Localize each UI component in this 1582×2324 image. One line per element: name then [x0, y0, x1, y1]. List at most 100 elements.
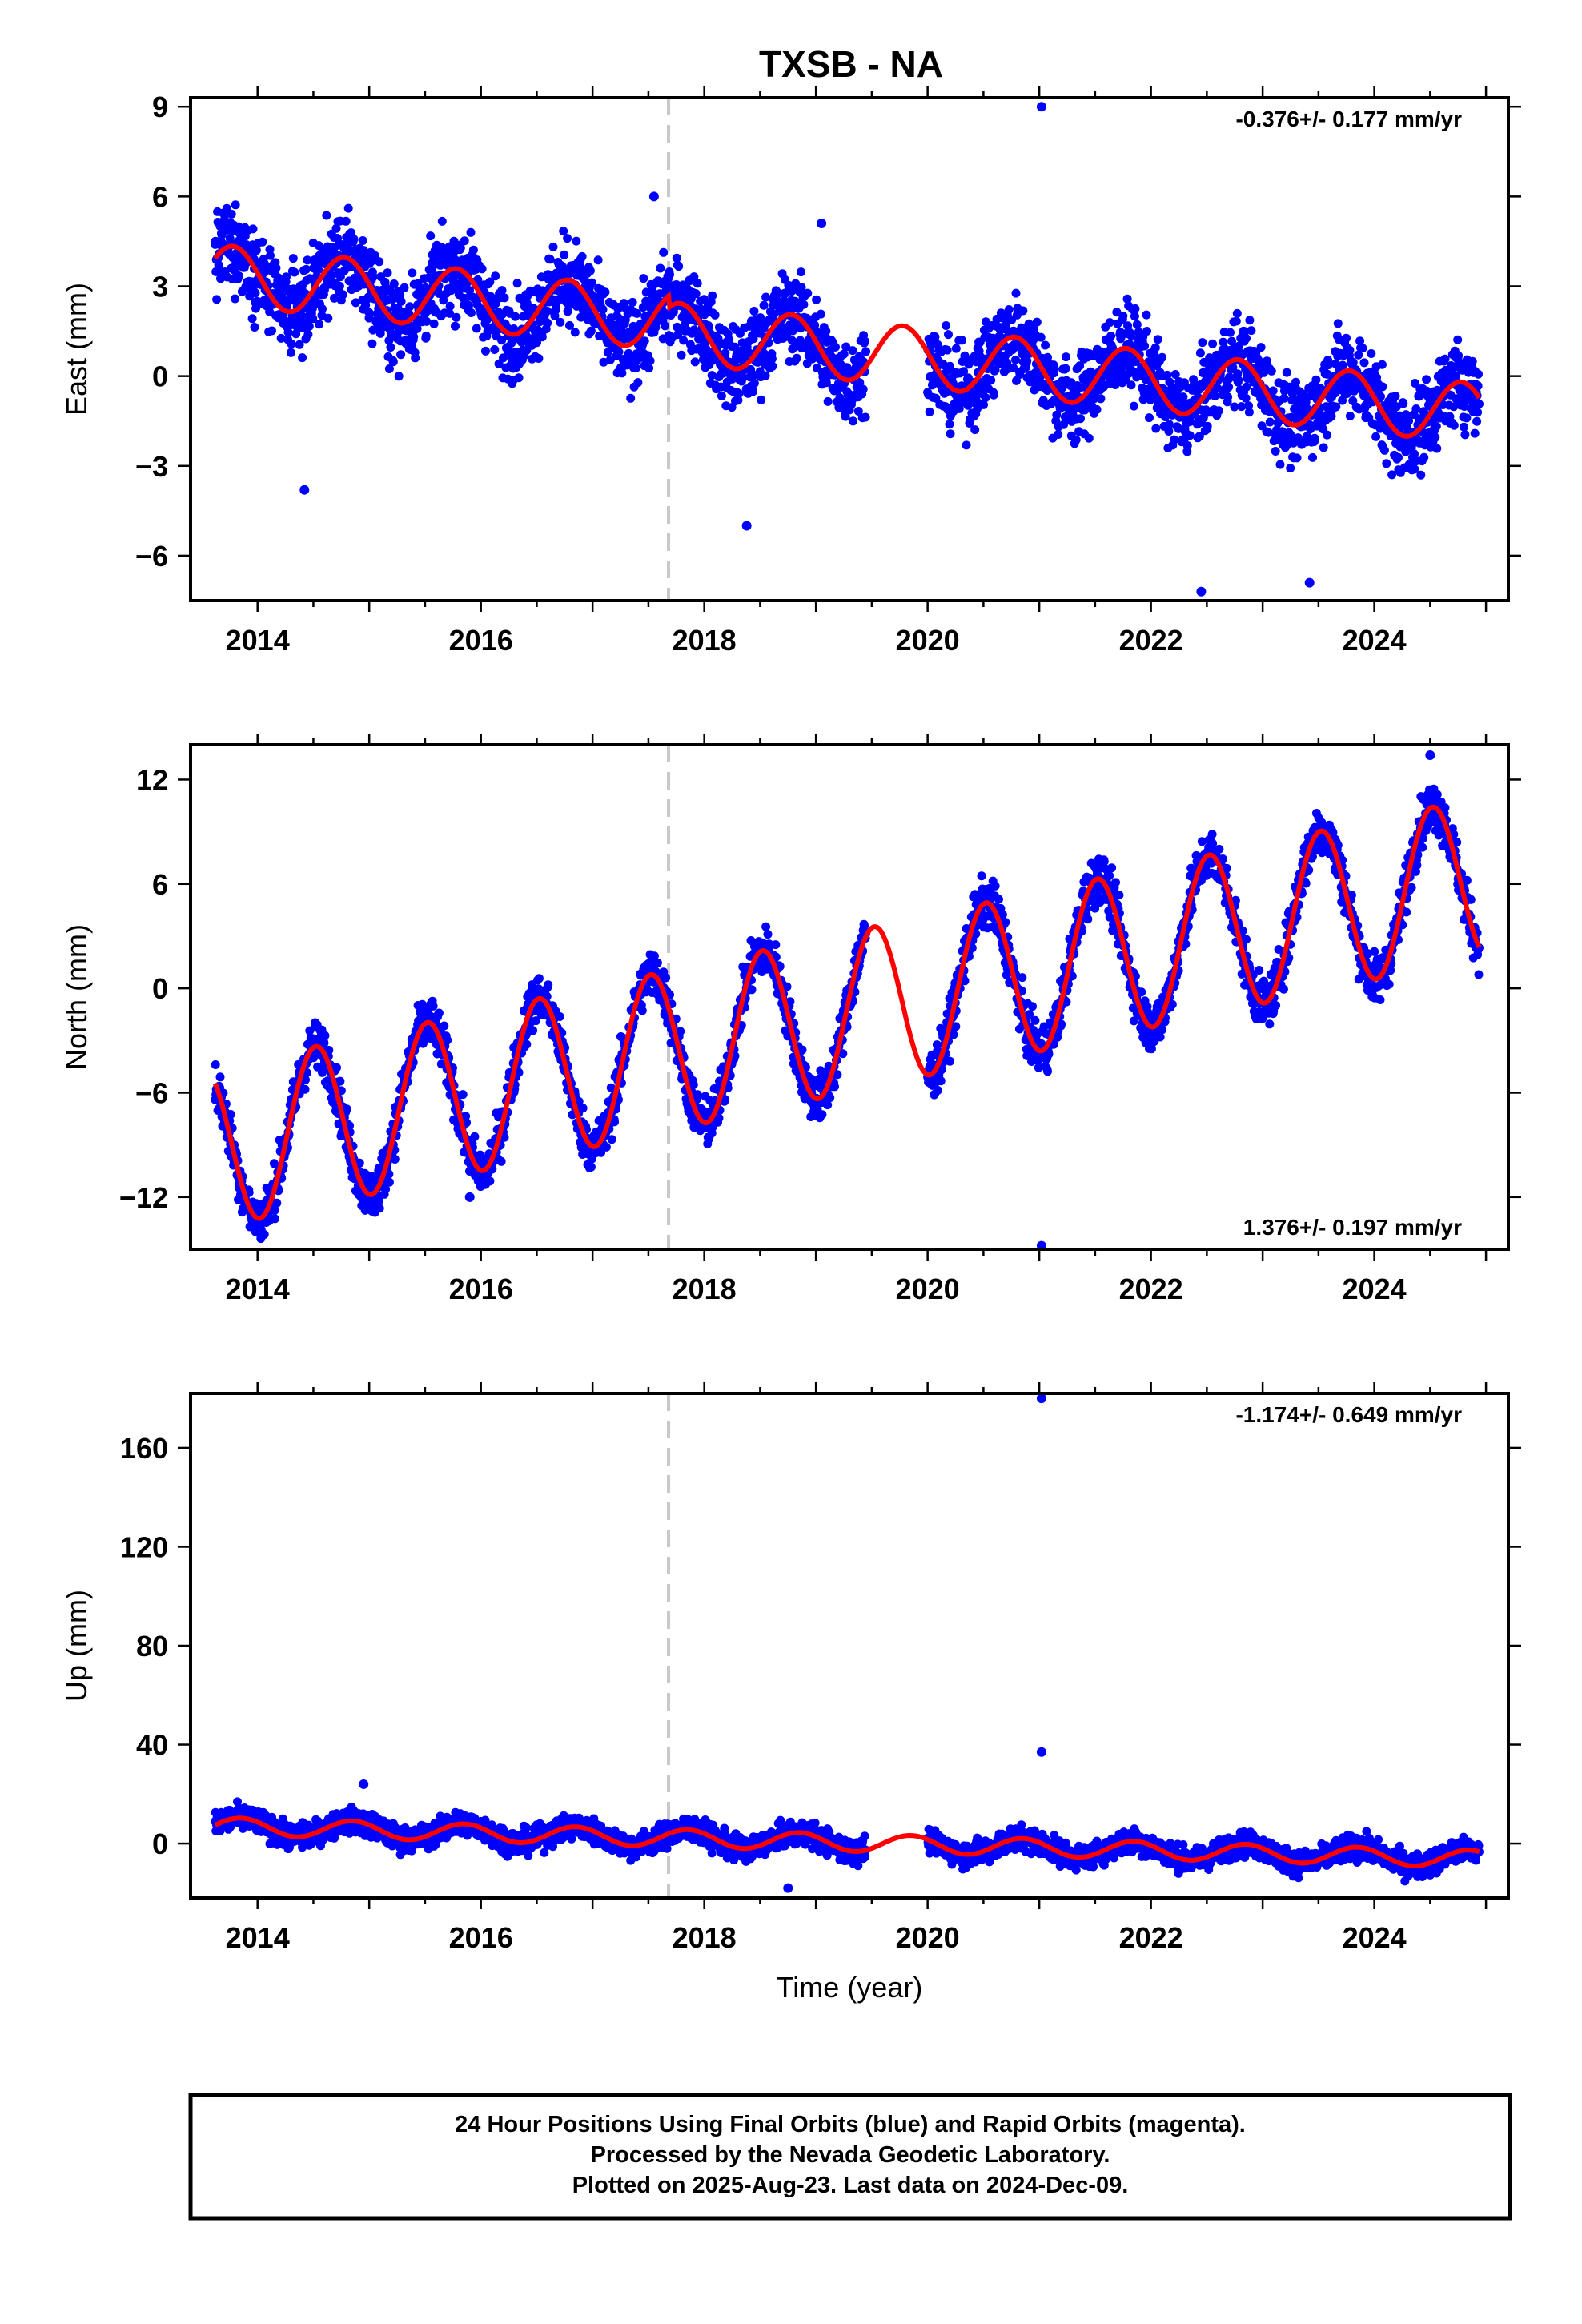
data-point	[1226, 328, 1235, 337]
data-point	[300, 1084, 310, 1094]
data-point	[543, 318, 552, 328]
data-point	[1158, 352, 1167, 362]
data-point	[388, 357, 398, 367]
data-point	[548, 242, 558, 251]
data-point	[1153, 335, 1162, 344]
data-point	[250, 323, 259, 332]
data-point	[443, 1035, 452, 1045]
data-point	[1130, 304, 1140, 313]
data-point	[1470, 428, 1480, 438]
data-point	[355, 1158, 364, 1168]
data-point	[986, 376, 996, 385]
data-point	[1474, 369, 1483, 379]
data-point	[1372, 372, 1382, 382]
outlier-point	[1304, 577, 1315, 588]
data-point	[332, 1063, 341, 1072]
data-point	[319, 1039, 329, 1048]
data-point	[1142, 327, 1151, 336]
data-point	[1174, 424, 1183, 433]
data-point	[1041, 340, 1050, 350]
data-point	[389, 279, 399, 288]
data-point	[605, 355, 615, 364]
data-point	[1050, 364, 1059, 374]
data-point	[1268, 386, 1278, 396]
data-point	[349, 235, 359, 244]
data-point	[1319, 443, 1328, 452]
data-point	[578, 1104, 588, 1113]
data-point	[1162, 370, 1172, 380]
data-point	[437, 243, 447, 252]
data-point	[1327, 412, 1336, 421]
data-point	[652, 958, 662, 967]
data-point	[1416, 470, 1426, 480]
data-point	[607, 1135, 616, 1144]
data-point	[408, 268, 417, 278]
data-point	[998, 910, 1007, 919]
data-point	[440, 1021, 449, 1031]
data-point	[1096, 394, 1106, 404]
data-point	[308, 314, 318, 324]
data-point	[672, 280, 681, 289]
data-point	[1140, 341, 1150, 351]
data-point	[460, 236, 469, 246]
data-point	[1018, 306, 1028, 316]
data-point	[710, 310, 720, 320]
data-point	[738, 373, 748, 383]
data-point	[967, 943, 977, 953]
data-point	[304, 321, 314, 331]
data-point	[733, 396, 743, 405]
data-point	[679, 336, 689, 345]
data-point	[659, 247, 669, 257]
data-point	[632, 308, 641, 318]
data-point	[821, 327, 831, 336]
data-point	[585, 266, 595, 275]
y-tick-label: 6	[152, 180, 168, 213]
data-point	[384, 1177, 394, 1187]
data-point	[942, 321, 951, 330]
data-point	[614, 347, 624, 356]
data-point	[1105, 318, 1114, 328]
data-point	[990, 881, 1000, 891]
data-points	[211, 102, 1484, 597]
data-point	[734, 389, 744, 398]
data-point	[841, 412, 850, 421]
data-point	[628, 297, 637, 307]
data-point	[946, 1056, 954, 1066]
x-tick-label: 2024	[1343, 624, 1407, 657]
data-point	[708, 291, 717, 300]
data-point	[849, 416, 857, 426]
data-point	[782, 982, 792, 991]
data-point	[428, 1001, 438, 1011]
data-point	[472, 324, 481, 333]
data-point	[756, 313, 765, 323]
data-point	[945, 420, 954, 429]
data-point	[1026, 377, 1035, 387]
data-point	[1145, 413, 1154, 423]
data-point	[400, 283, 409, 292]
y-tick-label: 0	[152, 360, 168, 393]
data-point	[610, 1117, 620, 1127]
data-point	[248, 224, 258, 234]
data-point	[788, 326, 797, 336]
data-point	[767, 354, 777, 364]
data-point	[375, 1204, 384, 1213]
data-point	[572, 236, 581, 246]
data-point	[259, 1230, 269, 1239]
data-point	[1126, 380, 1136, 390]
data-point	[990, 365, 1000, 375]
data-point	[496, 1156, 506, 1166]
data-point	[971, 929, 981, 939]
data-point	[532, 1016, 540, 1026]
data-point	[644, 364, 654, 373]
data-point	[1151, 424, 1161, 433]
data-point	[212, 295, 222, 304]
data-point	[437, 216, 447, 226]
data-point	[1214, 406, 1223, 416]
data-point	[534, 354, 544, 363]
data-point	[593, 255, 603, 265]
data-point	[946, 429, 955, 439]
data-point	[422, 316, 432, 326]
data-point	[600, 287, 610, 297]
data-point	[1071, 435, 1081, 444]
